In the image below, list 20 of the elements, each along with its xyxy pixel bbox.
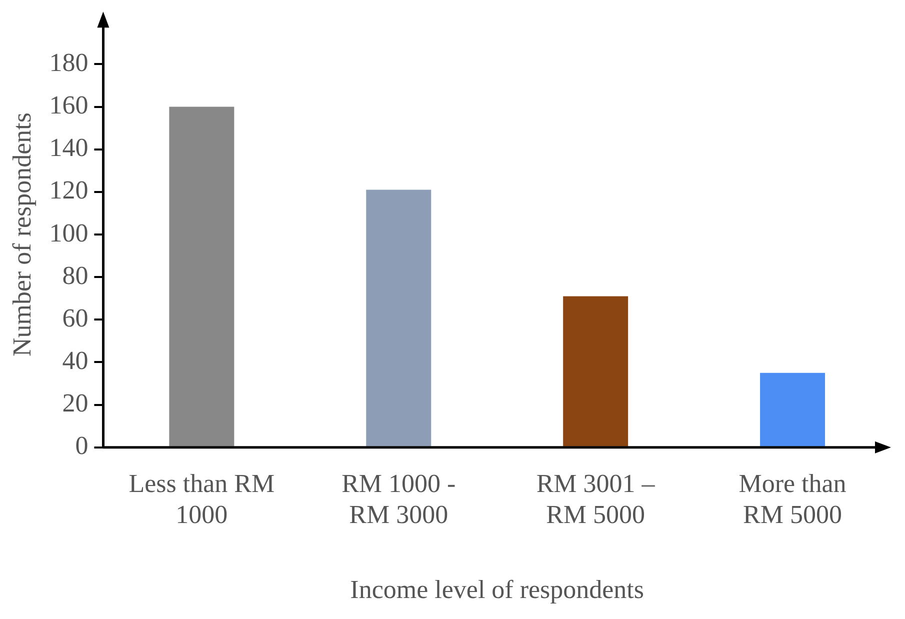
x-tick-label: More than RM 5000 [738,468,846,530]
y-axis-title: Number of respondents [7,112,36,357]
y-tick-label: 180 [49,48,88,78]
bar [563,296,628,446]
y-tick-label: 20 [62,388,88,418]
y-tick-label: 120 [49,176,88,205]
y-tick-label: 140 [49,133,88,162]
y-tick-label: 0 [75,431,88,460]
x-tick-label: RM 3001 – RM 5000 [536,468,656,530]
y-tick-label: 80 [62,260,88,290]
bar [366,190,432,446]
x-tick-label: Less than RM 1000 [128,468,275,530]
y-tick-label: 40 [62,346,88,376]
bar [760,372,826,446]
y-tick-label: 160 [49,90,88,120]
y-tick-label: 100 [49,218,88,248]
x-axis-title: Income level of respondents [350,575,644,604]
y-tick-label: 60 [62,303,88,332]
x-tick-label: RM 1000 - RM 3000 [342,468,456,530]
bar [169,106,234,446]
